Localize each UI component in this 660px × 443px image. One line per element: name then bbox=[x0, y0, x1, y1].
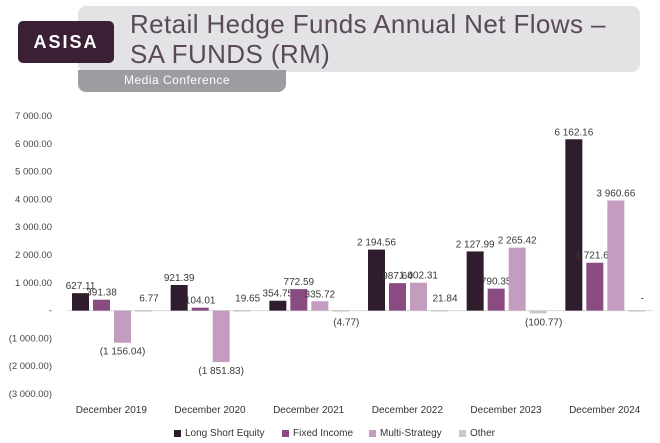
y-tick-label: 7 000.00 bbox=[15, 111, 52, 122]
subtitle-banner: Media Conference bbox=[78, 70, 286, 92]
bar-other bbox=[628, 310, 646, 312]
bar-multi-strategy bbox=[311, 301, 329, 311]
bar-multi-strategy bbox=[607, 200, 625, 311]
bar-other bbox=[135, 310, 152, 312]
bar-multi-strategy bbox=[212, 310, 230, 363]
data-label-other: (100.77) bbox=[525, 318, 562, 329]
bar-multi-strategy bbox=[508, 247, 526, 311]
data-label-long-short-equity: 921.39 bbox=[164, 273, 195, 284]
x-tick-label: December 2020 bbox=[174, 405, 246, 416]
data-label-long-short-equity: 2 194.56 bbox=[357, 238, 396, 249]
bar-fixed-income bbox=[290, 289, 308, 311]
bar-long-short-equity bbox=[565, 139, 583, 311]
legend-label-multi-strategy: Multi-Strategy bbox=[380, 428, 442, 439]
legend-item-multi-strategy: Multi-Strategy bbox=[369, 428, 442, 439]
data-label-multi-strategy: (1 156.04) bbox=[100, 347, 146, 358]
data-label-multi-strategy: 2 265.42 bbox=[498, 236, 537, 247]
bar-other bbox=[233, 310, 251, 312]
asisa-logo: ASISA bbox=[18, 21, 114, 63]
bar-fixed-income bbox=[389, 283, 406, 311]
y-tick-label: - bbox=[49, 306, 52, 317]
legend-swatch-long-short-equity bbox=[174, 430, 181, 437]
legend-swatch-fixed-income bbox=[282, 430, 289, 437]
legend-item-other: Other bbox=[459, 428, 495, 439]
data-label-fixed-income: 790.35 bbox=[481, 277, 512, 288]
legend-label-other: Other bbox=[470, 428, 496, 439]
legend-swatch-other bbox=[459, 430, 466, 437]
data-label-other: 19.65 bbox=[235, 294, 260, 305]
data-label-fixed-income: 987.64 bbox=[382, 271, 413, 282]
x-tick-label: December 2023 bbox=[470, 405, 542, 416]
bar-multi-strategy bbox=[410, 282, 427, 311]
data-label-long-short-equity: 2 127.99 bbox=[456, 239, 495, 250]
x-tick-label: December 2019 bbox=[76, 405, 148, 416]
bar-fixed-income bbox=[586, 262, 604, 311]
data-label-other: 21.84 bbox=[432, 294, 457, 305]
data-label-multi-strategy: (1 851.83) bbox=[198, 366, 244, 377]
data-label-long-short-equity: 354.75 bbox=[263, 289, 294, 300]
data-label-fixed-income: 772.59 bbox=[284, 277, 315, 288]
legend-label-fixed-income: Fixed Income bbox=[293, 428, 354, 439]
bar-multi-strategy bbox=[114, 310, 131, 343]
y-tick-label: (1 000.00) bbox=[9, 333, 52, 344]
subtitle: Media Conference bbox=[124, 73, 231, 87]
net-flows-chart: 7 000.00 6 000.00 5 000.00 4 000.00 3 000.00… bbox=[9, 111, 652, 416]
bar-other bbox=[431, 309, 448, 312]
page-title: Retail Hedge Funds Annual Net Flows – SA… bbox=[130, 9, 606, 69]
data-label-fixed-income: 391.38 bbox=[86, 288, 117, 299]
x-tick-label: December 2024 bbox=[569, 405, 641, 416]
bar-other bbox=[332, 310, 350, 312]
y-tick-label: (2 000.00) bbox=[9, 361, 52, 372]
bar-fixed-income bbox=[191, 307, 209, 311]
data-label-multi-strategy: 335.72 bbox=[305, 289, 336, 300]
data-label-long-short-equity: 627.11 bbox=[66, 281, 96, 292]
x-tick-label: December 2022 bbox=[372, 405, 444, 416]
data-label-fixed-income: 1 721.63 bbox=[575, 251, 614, 262]
bar-fixed-income bbox=[487, 288, 505, 311]
y-tick-label: 2 000.00 bbox=[15, 250, 52, 261]
data-label-fixed-income: 104.01 bbox=[185, 296, 216, 307]
bar-long-short-equity bbox=[170, 284, 188, 311]
legend-swatch-multi-strategy bbox=[369, 430, 376, 437]
y-tick-label: 6 000.00 bbox=[15, 139, 52, 150]
y-tick-label: 4 000.00 bbox=[15, 194, 52, 205]
bar-long-short-equity bbox=[466, 251, 484, 311]
data-label-long-short-equity: 6 162.16 bbox=[554, 127, 593, 138]
data-label-other: - bbox=[641, 294, 644, 305]
legend-label-long-short-equity: Long Short Equity bbox=[185, 428, 265, 439]
legend-item-fixed-income: Fixed Income bbox=[282, 428, 353, 439]
data-label-other: 6.77 bbox=[139, 294, 159, 305]
bar-other bbox=[529, 310, 547, 314]
legend-item-long-short-equity: Long Short Equity bbox=[174, 428, 265, 439]
bar-long-short-equity bbox=[368, 249, 385, 311]
data-label-multi-strategy: 1 002.31 bbox=[399, 271, 438, 282]
y-tick-label: 5 000.00 bbox=[15, 167, 52, 178]
y-tick-label: 3 000.00 bbox=[15, 222, 52, 233]
bar-fixed-income bbox=[93, 299, 110, 311]
data-label-other: (4.77) bbox=[333, 318, 359, 329]
bar-long-short-equity bbox=[72, 293, 89, 311]
y-tick-label: (3 000.00) bbox=[9, 389, 52, 400]
title-banner bbox=[78, 6, 640, 72]
x-tick-label: December 2021 bbox=[273, 405, 345, 416]
bar-long-short-equity bbox=[269, 300, 287, 311]
y-tick-label: 1 000.00 bbox=[15, 278, 52, 289]
data-label-multi-strategy: 3 960.66 bbox=[596, 188, 635, 199]
